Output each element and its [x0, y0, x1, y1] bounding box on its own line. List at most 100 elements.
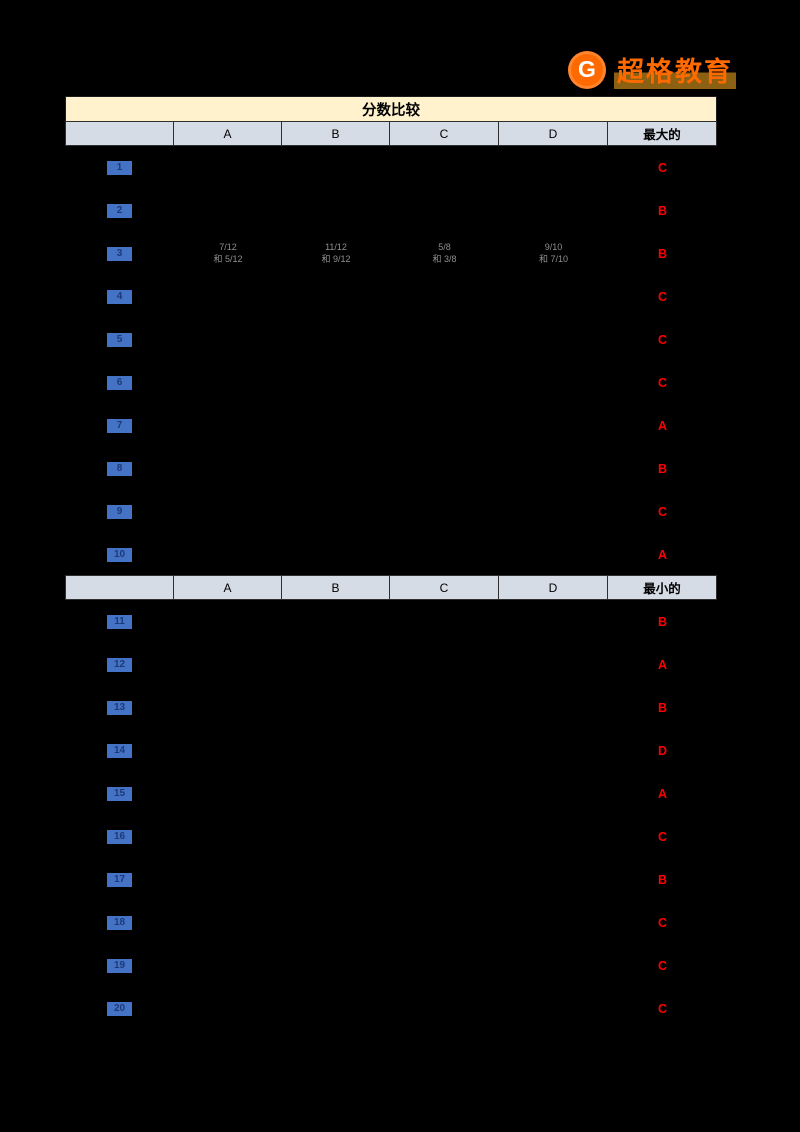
fraction-cell-c — [390, 533, 499, 576]
fraction-cell-a — [174, 275, 282, 318]
table-row: 12 A — [65, 643, 717, 686]
row-number-cell: 6 — [65, 361, 174, 404]
fraction-cell-c: 5/8 和 3/8 — [390, 232, 499, 275]
fraction-cell-c — [390, 146, 499, 189]
answer-letter: A — [657, 786, 668, 801]
faint-fraction-text: 11/12 和 9/12 — [321, 242, 350, 265]
row-number-chip: 10 — [107, 547, 132, 562]
answer-cell: C — [608, 490, 717, 533]
fraction-cell-b — [282, 404, 390, 447]
row-number-chip: 12 — [107, 657, 132, 672]
faint-fraction-text: 9/10 和 7/10 — [539, 242, 568, 265]
fraction-cell-c — [390, 600, 499, 643]
row-number-cell: 8 — [65, 447, 174, 490]
fraction-cell-d — [499, 944, 608, 987]
fraction-cell-c — [390, 318, 499, 361]
logo-text: 超格教育 — [614, 50, 736, 89]
fraction-cell-a — [174, 686, 282, 729]
faint-fraction-line: 和 5/12 — [213, 253, 243, 264]
row-number-cell: 2 — [65, 189, 174, 232]
answer-cell: C — [608, 146, 717, 189]
column-header-b: B — [281, 575, 390, 600]
answer-cell: B — [608, 600, 717, 643]
fraction-cell-a — [174, 404, 282, 447]
fraction-cell-d — [499, 361, 608, 404]
table-row: 16 C — [65, 815, 717, 858]
fraction-cell-b — [282, 318, 390, 361]
answer-cell: B — [608, 858, 717, 901]
fraction-cell-d — [499, 858, 608, 901]
fraction-cell-d — [499, 275, 608, 318]
answer-letter: C — [657, 160, 668, 175]
column-header-row: A B C D 最小的 — [65, 575, 717, 600]
fraction-cell-b — [282, 815, 390, 858]
fraction-cell-b — [282, 361, 390, 404]
answer-cell: C — [608, 987, 717, 1030]
row-number-cell: 10 — [65, 533, 174, 576]
fraction-cell-c — [390, 447, 499, 490]
row-number-cell: 17 — [65, 858, 174, 901]
column-header-d: D — [498, 575, 608, 600]
answer-cell: C — [608, 318, 717, 361]
fraction-cell-d — [499, 404, 608, 447]
fraction-cell-b — [282, 643, 390, 686]
row-number-chip: 16 — [107, 829, 132, 844]
answer-column-header: 最小的 — [607, 575, 717, 600]
fraction-cell-d — [499, 447, 608, 490]
row-number-cell: 20 — [65, 987, 174, 1030]
answer-letter: C — [657, 958, 668, 973]
fraction-cell-a — [174, 490, 282, 533]
fraction-cell-c — [390, 729, 499, 772]
answer-cell: A — [608, 772, 717, 815]
logo-icon-letter: G — [578, 56, 596, 82]
column-header-a: A — [173, 121, 282, 146]
faint-fraction-line: 7/12 — [219, 241, 237, 252]
table-row: 13 B — [65, 686, 717, 729]
answer-cell: C — [608, 901, 717, 944]
brand-logo: G 超格教育 — [568, 50, 736, 89]
answer-letter: B — [657, 872, 668, 887]
column-header-d: D — [498, 121, 608, 146]
fraction-cell-b — [282, 275, 390, 318]
fraction-cell-d — [499, 490, 608, 533]
fraction-cell-a — [174, 987, 282, 1030]
faint-fraction-line: 9/10 — [544, 241, 563, 252]
fraction-cell-c — [390, 944, 499, 987]
answer-letter: C — [657, 915, 668, 930]
row-number-chip: 8 — [107, 461, 132, 476]
answer-cell: B — [608, 686, 717, 729]
fraction-cell-a — [174, 146, 282, 189]
answer-letter: B — [657, 461, 668, 476]
fraction-cell-c — [390, 987, 499, 1030]
row-number-chip: 15 — [107, 786, 132, 801]
table-row: 11 B — [65, 600, 717, 643]
fraction-cell-d — [499, 729, 608, 772]
row-number-chip: 14 — [107, 743, 132, 758]
logo-icon: G — [568, 50, 606, 89]
row-number-cell: 12 — [65, 643, 174, 686]
row-number-chip: 19 — [107, 958, 132, 973]
fraction-cell-d — [499, 318, 608, 361]
answer-cell: A — [608, 643, 717, 686]
row-number-cell: 7 — [65, 404, 174, 447]
table-row: 17 B — [65, 858, 717, 901]
fraction-cell-a: 7/12 和 5/12 — [174, 232, 282, 275]
fraction-cell-a — [174, 447, 282, 490]
table-row: 14 D — [65, 729, 717, 772]
answer-cell: C — [608, 815, 717, 858]
answer-letter: C — [657, 1001, 668, 1016]
faint-fraction-line: 和 7/10 — [538, 253, 569, 264]
fraction-cell-a — [174, 533, 282, 576]
row-number-chip: 3 — [107, 246, 132, 261]
answer-cell: C — [608, 361, 717, 404]
answer-letter: B — [657, 203, 668, 218]
fraction-cell-b — [282, 901, 390, 944]
row-number-chip: 7 — [107, 418, 132, 433]
